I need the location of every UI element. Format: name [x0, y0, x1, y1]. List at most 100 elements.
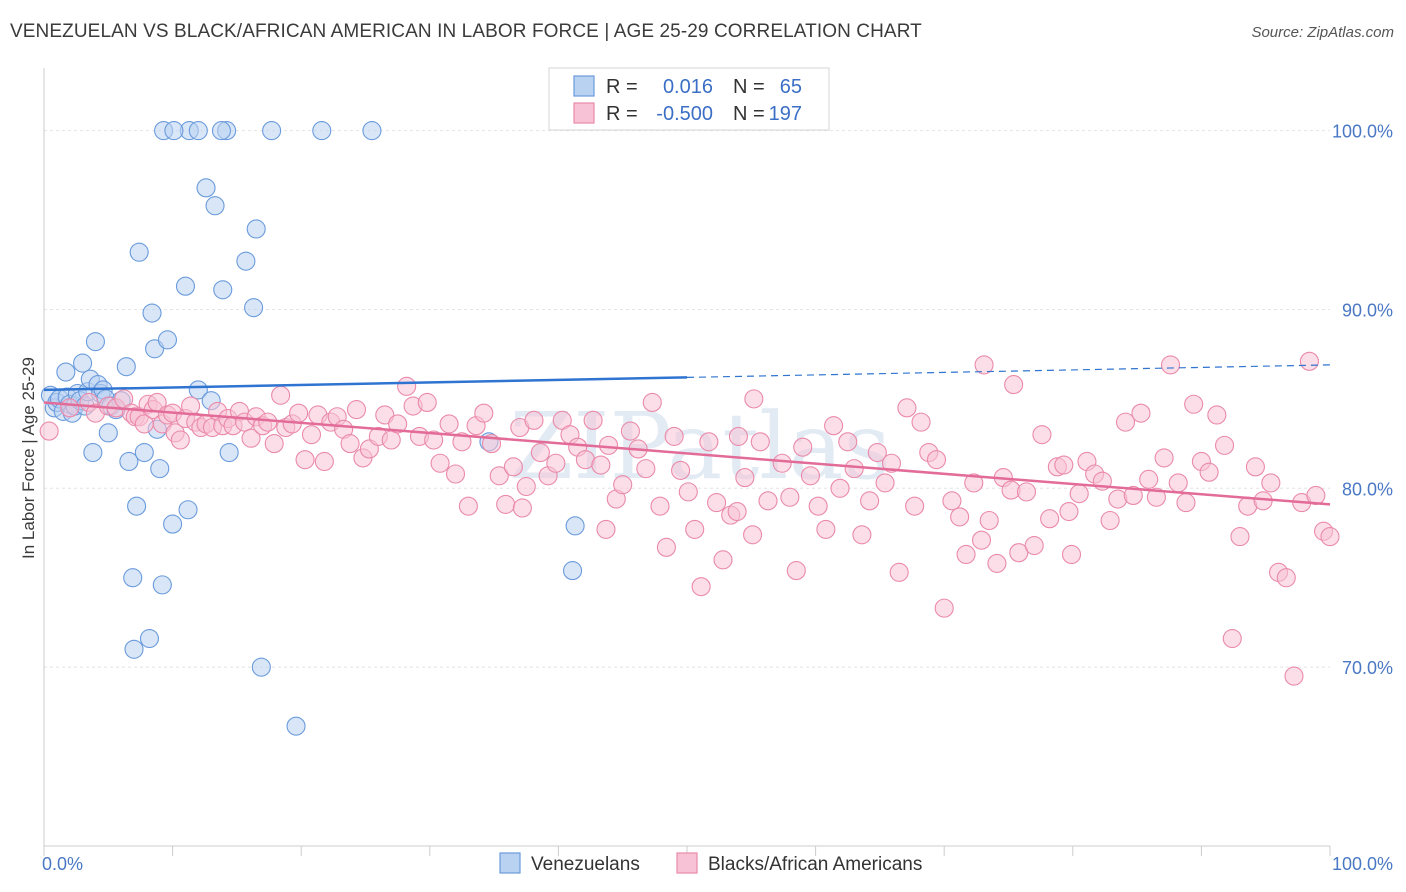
- scatter-point: [439, 414, 459, 434]
- scatter-point: [346, 400, 367, 420]
- scatter-point: [636, 459, 656, 479]
- scatter-point: [671, 460, 691, 480]
- scatter-point: [397, 376, 417, 396]
- scatter-point: [251, 657, 271, 677]
- scatter-point: [388, 414, 408, 434]
- scatter-point: [424, 430, 444, 450]
- scatter-point: [445, 464, 466, 484]
- y-tick-label: 100.0%: [1332, 122, 1393, 142]
- scatter-point: [85, 332, 105, 352]
- scatter-point: [735, 468, 755, 488]
- scatter-point: [295, 450, 315, 470]
- scatter-point: [881, 453, 902, 473]
- scatter-point: [213, 280, 233, 300]
- trend-line-extension-venezuelans: [686, 364, 1331, 379]
- scatter-point: [124, 639, 144, 659]
- scatter-point: [786, 561, 806, 581]
- scatter-point: [271, 385, 291, 405]
- scatter-point: [241, 428, 261, 448]
- scatter-point: [512, 498, 532, 518]
- scatter-point: [123, 568, 143, 588]
- scatter-point: [340, 434, 360, 454]
- scatter-point: [430, 453, 450, 473]
- bottom-legend-swatch-venezuelans: [499, 852, 521, 874]
- scatter-point: [164, 121, 184, 141]
- scatter-point: [1160, 355, 1181, 375]
- scatter-point: [950, 507, 970, 527]
- scatter-point: [127, 496, 147, 516]
- scatter-point: [142, 303, 162, 323]
- scatter-point: [583, 410, 603, 430]
- scatter-point: [656, 537, 676, 557]
- scatter-point: [800, 466, 821, 486]
- scatter-point: [852, 525, 872, 545]
- scatter-point: [830, 478, 850, 498]
- legend-n-value-1: 65: [780, 76, 802, 98]
- scatter-point: [119, 451, 139, 472]
- scatter-point: [1154, 448, 1174, 468]
- scatter-point: [772, 453, 792, 473]
- scatter-point: [178, 500, 198, 520]
- scatter-point: [824, 416, 844, 436]
- scatter-point: [974, 355, 994, 375]
- scatter-point: [157, 330, 178, 350]
- scatter-point: [1320, 527, 1340, 547]
- scatter-point: [816, 519, 836, 539]
- trend-lines: [43, 364, 1331, 506]
- scatter-point: [1016, 482, 1037, 502]
- scatter-point: [1024, 535, 1044, 556]
- scatter-point: [808, 496, 828, 516]
- scatter-point: [362, 121, 382, 141]
- scatter-point: [743, 525, 763, 545]
- scatter-point: [1139, 469, 1159, 489]
- scatter-point: [188, 121, 208, 141]
- legend-r-label-1: R =: [606, 76, 638, 98]
- scatter-point: [98, 423, 118, 443]
- scatter-point: [211, 121, 232, 141]
- scatter-point: [1131, 403, 1151, 423]
- scatter-point: [219, 442, 239, 463]
- legend: R = 0.016 N = 65 R = -0.500 N = 197: [548, 67, 830, 131]
- scatter-point: [262, 121, 282, 141]
- scatter-point: [1168, 473, 1188, 493]
- scatter-point: [516, 476, 536, 497]
- scatter-point: [727, 501, 747, 522]
- scatter-point: [1004, 375, 1024, 395]
- scatter-point: [244, 298, 264, 318]
- scatter-point: [1032, 425, 1052, 445]
- series-blacks-african-americans: [39, 351, 1340, 686]
- scatter-point: [1245, 457, 1265, 477]
- y-axis-label: In Labor Force | Age 25-29: [19, 357, 38, 559]
- scatter-point: [642, 392, 662, 413]
- scatter-point: [664, 426, 684, 446]
- scatter-point: [258, 412, 278, 432]
- scatter-point: [546, 453, 566, 473]
- scatter-point: [707, 493, 727, 513]
- y-tick-label: 70.0%: [1342, 658, 1393, 678]
- scatter-point: [905, 496, 925, 516]
- scatter-point: [60, 398, 80, 418]
- data-series: [39, 121, 1340, 736]
- legend-n-value-2: 197: [769, 103, 802, 125]
- x-tick-labels: 0.0% 100.0%: [42, 854, 1393, 874]
- axes: [43, 68, 1331, 856]
- scatter-point: [489, 466, 509, 486]
- y-tick-label: 80.0%: [1342, 479, 1393, 499]
- scatter-point: [163, 514, 183, 534]
- scatter-point: [1115, 412, 1136, 432]
- scatter-point: [129, 242, 149, 262]
- scatter-point: [728, 426, 748, 446]
- scatter-point: [1069, 484, 1089, 504]
- scatter-point: [699, 432, 719, 452]
- scatter-point: [175, 276, 196, 296]
- scatter-point: [793, 437, 813, 457]
- scatter-point: [620, 421, 640, 441]
- scatter-point: [1230, 527, 1250, 547]
- scatter-point: [942, 491, 962, 511]
- scatter-point: [1207, 405, 1227, 425]
- scatter-point: [650, 496, 670, 516]
- scatter-point: [246, 219, 266, 239]
- bottom-legend: Venezuelans Blacks/African Americans: [499, 852, 922, 875]
- scatter-point: [860, 491, 880, 511]
